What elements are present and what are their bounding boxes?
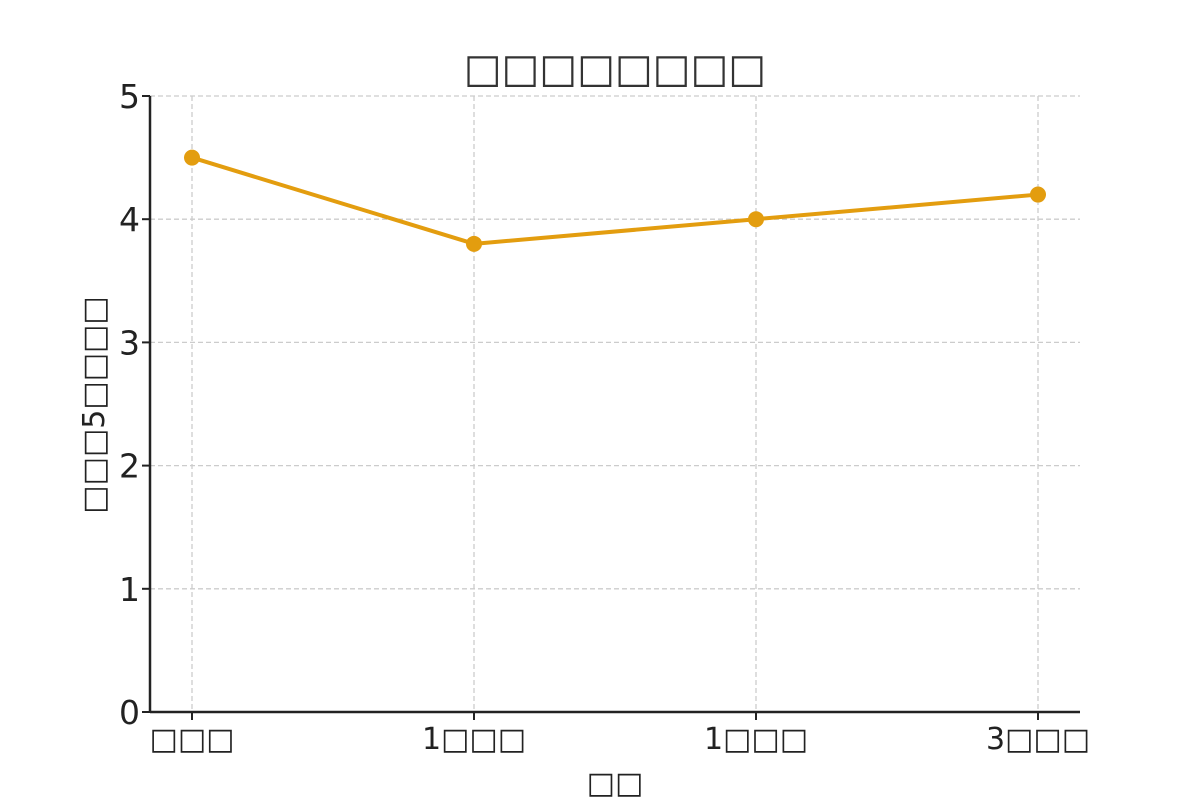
x-tick-label: 1□□□ xyxy=(704,722,808,757)
y-tick-label: 5 xyxy=(119,77,140,116)
data-point xyxy=(184,149,200,166)
data-point xyxy=(748,211,764,228)
x-tick-label: 3□□□ xyxy=(986,722,1090,757)
series xyxy=(184,149,1046,252)
y-tick-label: 4 xyxy=(119,200,140,239)
y-tick-label: 3 xyxy=(119,323,140,362)
data-point xyxy=(466,235,482,252)
x-axis-label: □□ xyxy=(587,766,644,800)
data-point xyxy=(1030,186,1046,203)
y-tick-label: 1 xyxy=(119,570,140,609)
y-tick-label: 2 xyxy=(119,447,140,486)
grid xyxy=(150,95,1080,712)
y-axis-label: □□□5□□□□ xyxy=(77,296,112,514)
axes: 0 1 2 3 4 5 □□□ 1□□□ 1□□□ 3□□□ xyxy=(119,77,1090,757)
x-tick-label: 1□□□ xyxy=(422,722,526,757)
y-tick-label: 0 xyxy=(119,693,140,732)
chart-title: □□□□□□□□ xyxy=(464,46,766,92)
x-tick-label: □□□ xyxy=(149,722,234,757)
series-line xyxy=(191,155,1039,246)
